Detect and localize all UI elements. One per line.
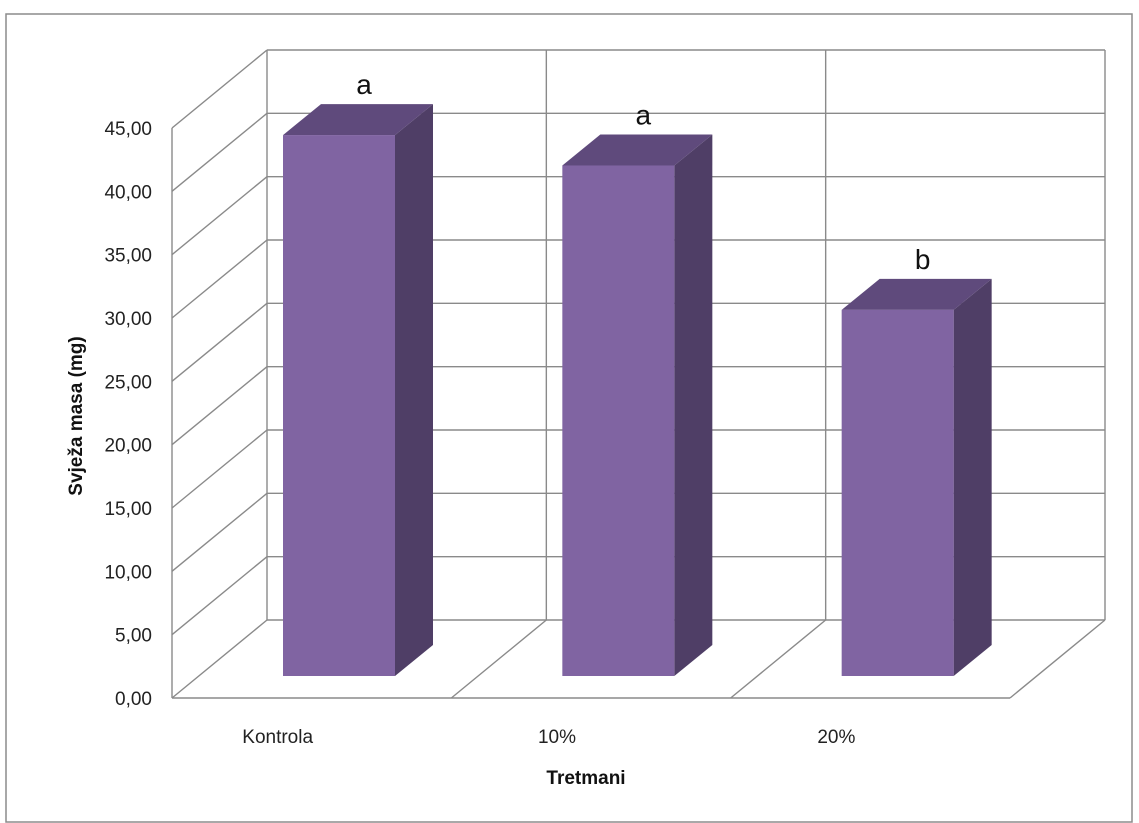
x-category-labels: Kontrola 10% 20% xyxy=(242,727,855,748)
side-gridline xyxy=(171,556,268,636)
bar-top-face xyxy=(841,278,992,310)
bar xyxy=(841,278,992,676)
side-gridline xyxy=(171,112,268,192)
side-gridline xyxy=(171,429,268,509)
bar xyxy=(283,104,433,677)
bar-front-face xyxy=(283,135,395,677)
bar-data-label: a xyxy=(356,69,372,100)
y-tick-label: 10,00 xyxy=(104,562,152,583)
side-gridline xyxy=(171,366,268,446)
y-tick-label: 45,00 xyxy=(104,119,152,140)
x-category-label: Kontrola xyxy=(242,727,313,748)
y-tick-label: 15,00 xyxy=(104,499,152,520)
side-gridline xyxy=(171,49,268,129)
side-gridline xyxy=(171,619,268,699)
y-tick-label: 40,00 xyxy=(104,182,152,203)
bar-front-face xyxy=(562,165,675,676)
y-axis-title: Svježa masa (mg) xyxy=(66,336,87,495)
bar-top-face xyxy=(283,104,433,136)
y-tick-label: 0,00 xyxy=(115,689,152,710)
y-tick-labels: 0,00 5,00 10,00 15,00 20,00 25,00 30,00 35,00 40… xyxy=(104,119,152,710)
x-category-label: 10% xyxy=(538,727,576,748)
floor-separator xyxy=(450,619,547,699)
bar-top-face xyxy=(562,134,713,166)
y-tick-label: 25,00 xyxy=(104,372,152,393)
bar-data-label: b xyxy=(915,244,931,275)
bar-side-face xyxy=(395,104,433,677)
floor-separator xyxy=(730,619,827,699)
y-tick-label: 5,00 xyxy=(115,626,152,647)
y-tick-label: 20,00 xyxy=(104,436,152,457)
floor-separator xyxy=(1009,619,1106,699)
x-category-label: 20% xyxy=(817,727,855,748)
y-tick-label: 30,00 xyxy=(104,309,152,330)
bar-side-face xyxy=(953,278,992,676)
bar-data-label: a xyxy=(636,99,652,130)
bars: a a b xyxy=(283,69,992,677)
side-gridline xyxy=(171,492,268,572)
bar-front-face xyxy=(841,309,954,676)
x-axis-title: Tretmani xyxy=(546,768,625,789)
bar xyxy=(562,134,713,676)
y-tick-label: 35,00 xyxy=(104,246,152,267)
bar-side-face xyxy=(674,134,713,676)
side-gridline xyxy=(171,176,268,256)
side-gridline xyxy=(171,239,268,319)
side-gridline xyxy=(171,302,268,382)
